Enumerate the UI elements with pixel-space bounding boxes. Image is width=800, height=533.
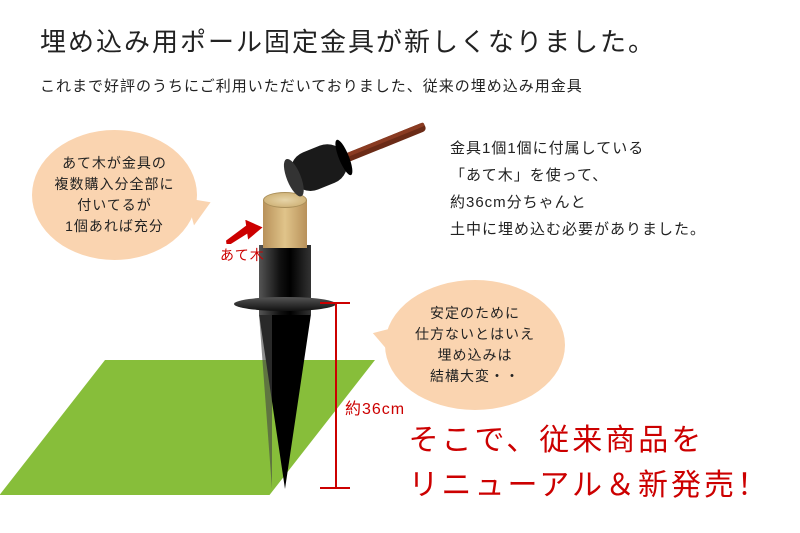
speech-bubble-left: あて木が金具の 複数購入分全部に 付いてるが 1個あれば充分 (32, 130, 197, 260)
spike-tip (259, 314, 311, 489)
dimension-tick-bottom (320, 487, 350, 489)
arrow-icon (225, 220, 263, 244)
page-subheading: これまで好評のうちにご利用いただいておりました、従来の埋め込み用金具 (40, 75, 583, 96)
bubble-left-tail (187, 193, 215, 226)
dimension-line (335, 303, 337, 488)
page-heading: 埋め込み用ポール固定金具が新しくなりました。 (40, 22, 656, 59)
conclusion-text: そこで、従来商品を リニューアル＆新発売！ (409, 418, 771, 508)
ground-plane (0, 360, 375, 495)
spike-flange (234, 297, 336, 311)
arrow-label: あて木 (220, 245, 265, 265)
dimension-tick-top (320, 302, 350, 304)
bubble-right-text: 安定のために 仕方ないとはいえ 埋め込みは 結構大変・・ (415, 303, 535, 387)
description-right: 金具1個1個に付属している 「あて木」を使って、 約36cm分ちゃんと 土中に埋… (450, 135, 780, 243)
dimension-label: 約36cm (345, 395, 405, 419)
hammer-icon (278, 105, 438, 205)
speech-bubble-right: 安定のために 仕方ないとはいえ 埋め込みは 結構大変・・ (385, 280, 565, 410)
bubble-left-text: あて木が金具の 複数購入分全部に 付いてるが 1個あれば充分 (55, 153, 175, 237)
